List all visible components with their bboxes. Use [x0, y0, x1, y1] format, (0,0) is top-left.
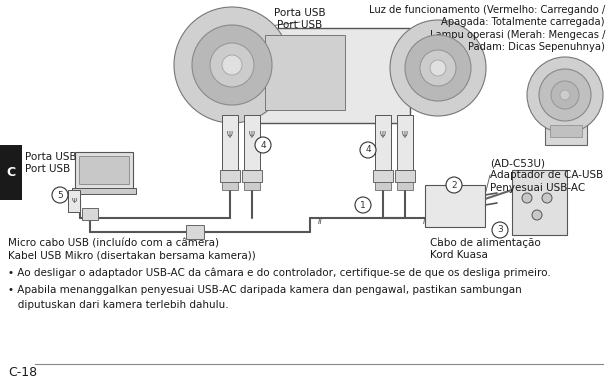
Bar	[375, 182, 391, 190]
Text: C-18: C-18	[8, 366, 37, 379]
Bar	[397, 182, 413, 190]
Bar	[373, 170, 393, 182]
Bar	[550, 125, 582, 137]
Text: II: II	[317, 217, 322, 227]
Text: 2: 2	[451, 181, 457, 189]
Text: Porta USB
Port USB: Porta USB Port USB	[25, 152, 77, 175]
Text: 4: 4	[365, 146, 371, 154]
Text: • Apabila menanggalkan penyesuai USB-AC daripada kamera dan pengawal, pastikan s: • Apabila menanggalkan penyesuai USB-AC …	[8, 285, 522, 295]
Bar	[68, 190, 80, 212]
Bar	[72, 188, 136, 194]
Circle shape	[539, 69, 591, 121]
Bar	[220, 170, 240, 182]
Bar	[244, 182, 260, 190]
Circle shape	[52, 187, 68, 203]
Bar	[265, 35, 345, 110]
Text: Cabo de alimentação
Kord Kuasa: Cabo de alimentação Kord Kuasa	[430, 238, 541, 261]
Circle shape	[192, 25, 272, 105]
Text: (AD-C53U)
Adaptador de CA-USB
Penyesuai USB-AC: (AD-C53U) Adaptador de CA-USB Penyesuai …	[490, 158, 603, 193]
Text: Porta USB
Port USB: Porta USB Port USB	[274, 8, 326, 31]
Circle shape	[360, 142, 376, 158]
Bar	[255, 28, 410, 123]
Text: 5: 5	[57, 191, 63, 199]
Bar	[244, 115, 260, 170]
Circle shape	[492, 222, 508, 238]
Circle shape	[255, 137, 271, 153]
Circle shape	[390, 20, 486, 116]
Text: 4: 4	[260, 141, 266, 149]
Bar	[512, 170, 567, 235]
Circle shape	[532, 210, 542, 220]
Circle shape	[542, 193, 552, 203]
Circle shape	[222, 55, 242, 75]
Circle shape	[405, 35, 471, 101]
Circle shape	[430, 60, 446, 76]
Text: I: I	[423, 217, 425, 227]
Bar	[545, 115, 587, 145]
Bar	[79, 156, 129, 184]
Bar	[375, 115, 391, 170]
Text: Ψ: Ψ	[380, 131, 386, 139]
Text: Micro cabo USB (incluído com a câmera)
Kabel USB Mikro (disertakan bersama kamer: Micro cabo USB (incluído com a câmera) K…	[8, 238, 256, 261]
Bar	[75, 152, 133, 190]
Bar	[186, 225, 204, 239]
Circle shape	[210, 43, 254, 87]
Text: Ψ: Ψ	[227, 131, 233, 139]
Bar	[425, 185, 485, 227]
Text: diputuskan dari kamera terlebih dahulu.: diputuskan dari kamera terlebih dahulu.	[8, 300, 229, 310]
Circle shape	[551, 81, 579, 109]
Circle shape	[560, 90, 570, 100]
Bar	[222, 182, 238, 190]
Circle shape	[522, 193, 532, 203]
Text: Ψ: Ψ	[402, 131, 408, 139]
Circle shape	[174, 7, 290, 123]
Text: 3: 3	[497, 225, 503, 235]
Bar	[242, 170, 262, 182]
Text: C: C	[7, 165, 16, 178]
Circle shape	[527, 57, 603, 133]
Text: 1: 1	[360, 201, 366, 209]
Text: Ψ: Ψ	[249, 131, 255, 139]
Text: Luz de funcionamento (Vermelho: Carregando /
        Apagada: Totalmente carrega: Luz de funcionamento (Vermelho: Carregan…	[368, 5, 605, 52]
Bar	[397, 115, 413, 170]
Circle shape	[420, 50, 456, 86]
Bar	[0, 145, 22, 200]
Bar	[222, 115, 238, 170]
Bar	[395, 170, 415, 182]
Circle shape	[446, 177, 462, 193]
Text: Ψ: Ψ	[71, 198, 77, 204]
Circle shape	[355, 197, 371, 213]
Text: • Ao desligar o adaptador USB-AC da câmara e do controlador, certifique-se de qu: • Ao desligar o adaptador USB-AC da câma…	[8, 268, 551, 278]
Bar	[82, 208, 98, 220]
